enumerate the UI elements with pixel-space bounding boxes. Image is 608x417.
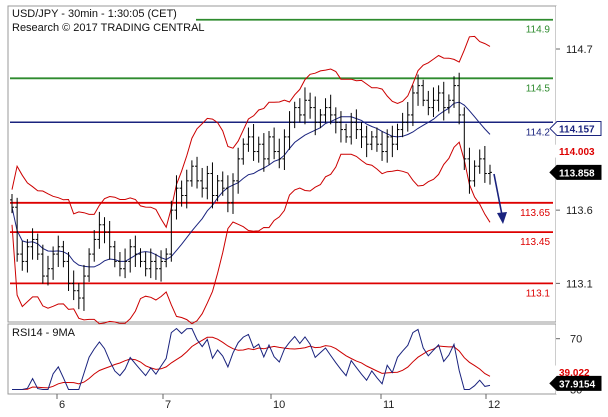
price-badge-1-text: 114.003 (559, 147, 595, 158)
price-badge-1-box (549, 143, 602, 159)
price-panel-frame (7, 5, 557, 323)
chart-title: USD/JPY - 30min - 1:30:05 (CET) (12, 8, 177, 20)
time-tick-label-0: 6 (59, 399, 65, 411)
candlesticks (10, 72, 492, 311)
level-label-3: 113.65 (520, 208, 550, 219)
level-label-0: 114.9 (526, 25, 551, 36)
rsi-tick-label-0: 70 (570, 334, 582, 346)
price-badge-1: 114.003 (549, 143, 602, 159)
rsi-ma-line (12, 336, 491, 390)
level-label-1: 114.5 (526, 83, 551, 94)
price-badge-0: 114.157 (549, 121, 602, 137)
bollinger-bands (11, 35, 491, 325)
time-axis-ticks: 6 7 10 11 12 (56, 394, 500, 411)
time-tick-label-4: 12 (488, 399, 500, 411)
price-axis-area (556, 6, 604, 394)
price-badge-0-box (549, 121, 602, 137)
price-badge-2: 113.858 (549, 164, 602, 180)
rsi-badge-1: 37.9154 (549, 375, 602, 391)
rsi-badge-1-text: 37.9154 (559, 379, 596, 390)
trend-arrow-head-icon (497, 212, 507, 224)
price-levels: 114.9 114.5 114.2 113.65 113.45 113.1 (10, 18, 553, 299)
rsi-label: RSI14 - 9MA (12, 327, 76, 339)
level-label-2: 114.2 (526, 127, 551, 138)
trend-arrow-shaft (493, 173, 503, 216)
price-badge-0-text: 114.157 (559, 125, 595, 136)
time-tick-label-3: 11 (383, 399, 394, 411)
rsi-line (12, 327, 491, 390)
rsi-badge-0-text: 39.022 (559, 368, 590, 379)
rsi-lines (12, 327, 491, 390)
price-badge-2-text: 113.858 (559, 168, 595, 179)
chart-source: Research © 2017 TRADING CENTRAL (12, 22, 205, 34)
price-tick-label-2: 113.1 (566, 278, 593, 290)
time-tick-label-1: 7 (165, 399, 171, 411)
bollinger-lower (11, 141, 491, 325)
price-tick-label-1: 113.6 (566, 205, 593, 217)
rsi-panel-frame (7, 323, 557, 395)
level-label-5: 113.1 (526, 288, 551, 299)
bollinger-upper (11, 35, 491, 229)
time-tick-label-2: 10 (273, 399, 285, 411)
price-badges: 114.157 114.003 113.858 (549, 121, 602, 180)
moving-average-line (11, 101, 491, 268)
price-badge-2-box (549, 164, 602, 180)
rsi-badge-1-box (549, 375, 602, 391)
price-axis-ticks: 114.7 113.6 113.1 (556, 44, 593, 290)
price-tick-label-0: 114.7 (566, 44, 593, 56)
level-label-4: 113.45 (520, 237, 550, 248)
